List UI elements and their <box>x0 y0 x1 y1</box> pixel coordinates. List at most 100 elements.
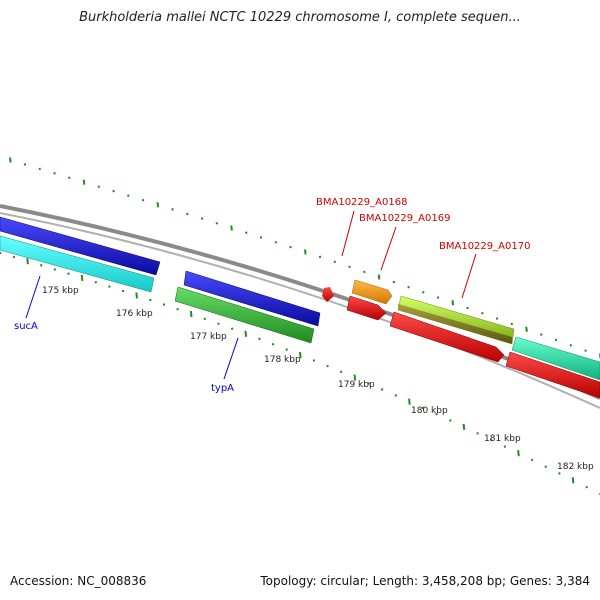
outer-minor-tick <box>112 189 115 193</box>
inner-minor-tick <box>503 445 507 448</box>
outer-minor-tick <box>200 217 204 220</box>
inner-minor-tick <box>121 289 125 293</box>
outer-major-tick <box>82 179 86 185</box>
inner-tick-track <box>0 251 600 496</box>
outer-minor-tick <box>38 167 42 171</box>
inner-major-tick <box>189 310 193 318</box>
outer-minor-tick <box>333 260 337 264</box>
outer-minor-tick <box>259 236 263 239</box>
inner-minor-tick <box>176 307 179 311</box>
outer-minor-tick <box>407 285 410 289</box>
inner-minor-tick <box>435 412 438 416</box>
inner-minor-tick <box>380 388 384 391</box>
outer-minor-tick <box>97 185 101 188</box>
outer-minor-tick <box>554 338 558 342</box>
outer-minor-tick <box>274 240 278 244</box>
inner-minor-tick <box>421 406 425 410</box>
outer-major-tick <box>156 202 160 208</box>
outer-minor-tick <box>215 221 219 225</box>
inner-minor-tick <box>544 465 548 468</box>
gene-teal[interactable] <box>511 336 600 381</box>
outer-minor-tick <box>510 322 514 326</box>
scale-label: 176 kbp <box>116 309 153 319</box>
gene-orange-bma10229-a0168[interactable] <box>351 279 393 305</box>
outer-major-tick <box>230 225 233 231</box>
gene-label-typa[interactable]: typA <box>211 383 234 394</box>
gene-label-bma10229-a0169[interactable]: BMA10229_A0169 <box>359 213 450 224</box>
inner-minor-tick <box>67 272 70 275</box>
outer-minor-tick <box>186 212 189 216</box>
map-title: Burkholderia mallei NCTC 10229 chromosom… <box>79 10 521 25</box>
inner-minor-tick <box>217 322 220 326</box>
outer-minor-tick <box>245 231 248 234</box>
gene-blue-mid[interactable] <box>183 270 321 327</box>
inner-minor-tick <box>285 348 288 351</box>
gene-green-typa[interactable] <box>174 286 315 344</box>
genome-summary-text: Topology: circular; Length: 3,458,208 bp… <box>260 574 590 588</box>
inner-minor-tick <box>312 359 316 362</box>
inner-major-tick <box>408 398 411 405</box>
outer-minor-tick <box>171 208 174 211</box>
inner-minor-tick <box>258 337 261 341</box>
inner-minor-tick <box>367 382 370 385</box>
inner-minor-tick <box>230 327 234 331</box>
outer-minor-tick <box>289 245 292 249</box>
inner-major-tick <box>353 374 357 381</box>
outer-major-tick <box>377 274 381 280</box>
outer-tick-track <box>9 157 600 359</box>
inner-major-tick <box>571 477 575 484</box>
gene-red-right[interactable] <box>505 351 600 399</box>
outer-minor-tick <box>584 349 587 352</box>
leader-a0168 <box>341 210 355 257</box>
inner-minor-tick <box>449 419 452 422</box>
gene-label-bma10229-a0168[interactable]: BMA10229_A0168 <box>316 197 407 208</box>
inner-minor-tick <box>476 432 479 435</box>
inner-major-tick <box>135 292 138 299</box>
inner-minor-tick <box>558 472 561 475</box>
gene-label-suca[interactable]: sucA <box>14 321 38 332</box>
outer-minor-tick <box>141 198 145 202</box>
accession-text: Accession: NC_008836 <box>10 574 147 588</box>
leader-a0169 <box>380 226 397 271</box>
scale-label: 178 kbp <box>264 355 301 365</box>
outer-minor-tick <box>481 311 484 315</box>
gene-cyan-suca[interactable] <box>0 235 155 293</box>
inner-minor-tick <box>585 485 588 489</box>
outer-minor-tick <box>318 255 322 259</box>
inner-major-tick <box>299 351 302 359</box>
gene-blue-left[interactable] <box>0 216 161 276</box>
outer-major-tick <box>9 157 12 163</box>
inner-minor-tick <box>339 370 343 374</box>
backbone-inner <box>0 212 600 409</box>
inner-major-tick <box>80 274 84 282</box>
leader-suca <box>25 275 41 319</box>
leader-a0170 <box>461 253 477 299</box>
inner-major-tick <box>517 450 520 457</box>
outer-minor-tick <box>466 306 469 310</box>
inner-minor-tick <box>53 268 57 271</box>
leader-typa <box>223 337 239 380</box>
gene-red-small[interactable] <box>322 287 334 302</box>
gene-red-long[interactable] <box>389 311 505 363</box>
inner-minor-tick <box>203 317 207 321</box>
outer-minor-tick <box>495 317 499 320</box>
outer-minor-tick <box>68 176 71 180</box>
scale-label: 182 kbp <box>557 462 594 472</box>
inner-minor-tick <box>530 458 534 462</box>
gene-red-bma10229-a0169[interactable] <box>346 295 387 321</box>
gene-label-bma10229-a0170[interactable]: BMA10229_A0170 <box>439 241 530 252</box>
outer-major-tick <box>525 326 528 332</box>
inner-major-tick <box>26 258 29 265</box>
inner-minor-tick <box>149 298 152 302</box>
inner-minor-tick <box>39 264 43 267</box>
scale-label: 175 kbp <box>42 286 79 296</box>
inner-minor-tick <box>271 342 275 346</box>
gene-lime-olive-band <box>398 304 512 344</box>
inner-major-tick <box>244 330 248 337</box>
inner-major-tick <box>462 423 466 430</box>
inner-minor-tick <box>0 251 2 255</box>
outer-minor-tick <box>569 343 573 347</box>
outer-minor-tick <box>392 280 396 284</box>
